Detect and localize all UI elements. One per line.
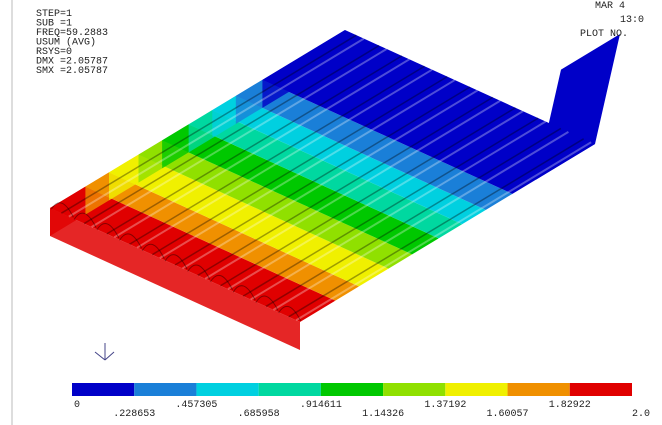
- legend-label: .685958: [238, 409, 280, 420]
- corner-line: 13:0: [620, 15, 644, 26]
- legend-swatch: [259, 383, 321, 396]
- legend-label: 1.14326: [362, 409, 404, 420]
- legend-label: .457305: [175, 400, 217, 411]
- legend-label: .228653: [113, 409, 155, 420]
- legend-swatch: [134, 383, 196, 396]
- legend-label: 0: [74, 400, 80, 411]
- legend-label: 2.0: [632, 409, 650, 420]
- legend-label: 1.82922: [549, 400, 591, 411]
- screen: STEP=1SUB =1FREQ=59.2883USUM (AVG)RSYS=0…: [0, 0, 662, 425]
- corner-line: PLOT NO.: [580, 29, 628, 40]
- legend-swatch: [570, 383, 632, 396]
- legend-label: 1.60057: [487, 409, 529, 420]
- status-line: SMX =2.05787: [36, 66, 108, 77]
- corner-line: MAR 4: [595, 1, 625, 12]
- legend-swatch: [321, 383, 383, 396]
- legend-swatch: [72, 383, 134, 396]
- legend-label: .914611: [300, 400, 342, 411]
- legend-swatch: [508, 383, 570, 396]
- legend-swatch: [445, 383, 507, 396]
- legend-label: 1.37192: [424, 400, 466, 411]
- legend-swatch: [383, 383, 445, 396]
- legend-swatch: [196, 383, 258, 396]
